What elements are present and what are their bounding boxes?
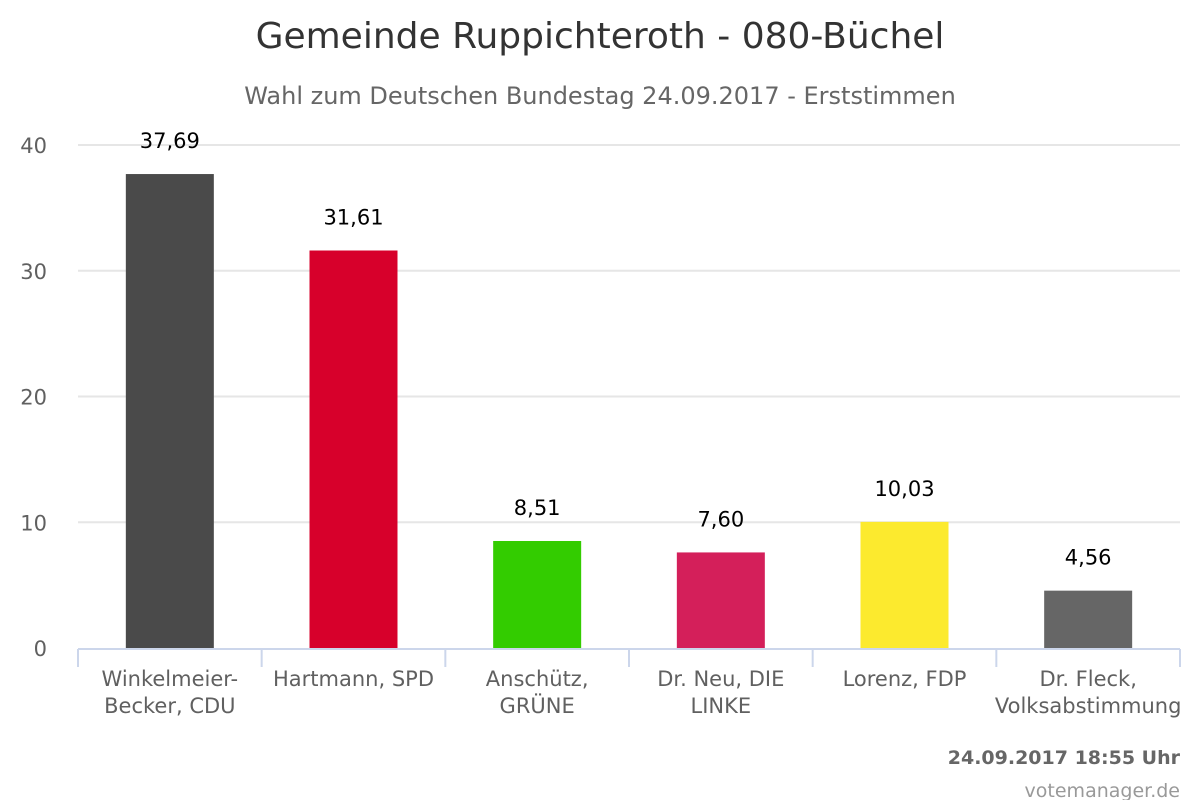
x-tick-label: Lorenz, FDP — [843, 667, 967, 691]
data-label: 10,03 — [874, 477, 934, 501]
y-tick-label: 20 — [20, 386, 47, 410]
chart-subtitle: Wahl zum Deutschen Bundestag 24.09.2017 … — [244, 82, 956, 110]
credit-link[interactable]: votemanager.de — [1025, 780, 1180, 800]
bars — [125, 174, 1133, 648]
data-label: 31,61 — [323, 206, 383, 230]
bar[interactable] — [493, 540, 582, 648]
bar[interactable] — [309, 250, 398, 648]
chart-title: Gemeinde Ruppichteroth - 080-Büchel — [256, 16, 945, 57]
x-tick-label: Dr. Fleck, Volksabstimmung — [995, 667, 1182, 718]
x-tick-label: Winkelmeier-Becker, CDU — [102, 667, 239, 718]
x-tick-label: Anschütz, GRÜNE — [486, 667, 589, 718]
y-axis: 0 10 20 30 40 — [20, 134, 47, 661]
bar[interactable] — [676, 552, 765, 648]
y-tick-label: 30 — [20, 260, 47, 284]
x-axis — [77, 648, 1181, 667]
x-tick-label: Hartmann, SPD — [273, 667, 434, 691]
data-label: 4,56 — [1065, 546, 1112, 570]
y-tick-label: 0 — [34, 637, 47, 661]
y-tick-label: 40 — [20, 134, 47, 158]
y-tick-label: 10 — [20, 511, 47, 535]
grid-lines — [78, 144, 1180, 524]
data-labels: 37,69 31,61 8,51 7,60 10,03 4,56 — [140, 129, 1112, 570]
timestamp: 24.09.2017 18:55 Uhr — [948, 747, 1181, 769]
data-label: 8,51 — [514, 496, 561, 520]
bar[interactable] — [125, 174, 214, 648]
x-tick-label: Dr. Neu, DIE LINKE — [657, 667, 784, 718]
bar[interactable] — [860, 521, 949, 648]
data-label: 7,60 — [697, 507, 744, 531]
x-axis-labels: Winkelmeier-Becker, CDU Hartmann, SPD Ansc… — [102, 667, 1182, 718]
data-label: 37,69 — [140, 129, 200, 153]
bar[interactable] — [1044, 590, 1133, 648]
